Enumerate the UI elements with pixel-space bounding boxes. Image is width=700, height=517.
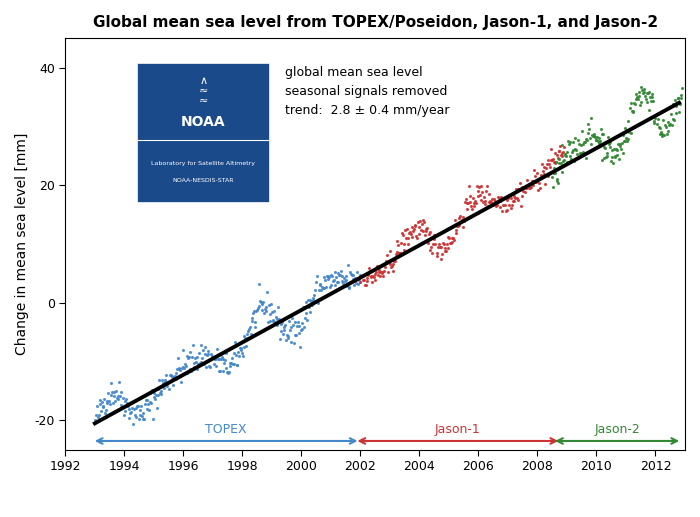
Text: Jason-1: Jason-1 [435,423,481,436]
Text: NOAA-NESDIS-STAR: NOAA-NESDIS-STAR [172,178,234,183]
Text: ≈: ≈ [199,86,208,96]
Y-axis label: Change in mean sea level [mm]: Change in mean sea level [mm] [15,133,29,355]
Text: TOPEX: TOPEX [205,423,247,436]
Text: Jason-2: Jason-2 [594,423,640,436]
Text: ≈: ≈ [199,96,208,105]
Text: ∧: ∧ [199,76,207,86]
Title: Global mean sea level from TOPEX/Poseidon, Jason-1, and Jason-2: Global mean sea level from TOPEX/Poseido… [92,15,658,30]
Text: Laboratory for Satellite Altimetry: Laboratory for Satellite Altimetry [151,161,256,166]
Text: NOAA: NOAA [181,115,225,129]
Bar [136,63,270,203]
Text: global mean sea level
seasonal signals removed
trend:  2.8 ± 0.4 mm/year: global mean sea level seasonal signals r… [286,66,450,117]
